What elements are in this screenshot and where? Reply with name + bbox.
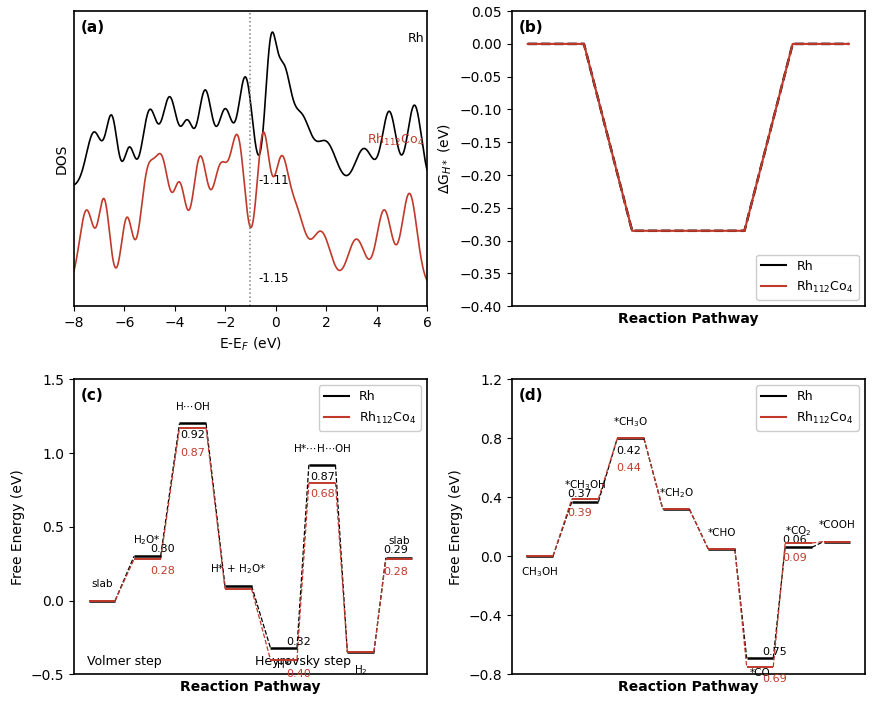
Text: 0.68: 0.68 xyxy=(310,489,335,499)
Text: 0.28: 0.28 xyxy=(384,568,408,577)
Text: *CH$_3$O: *CH$_3$O xyxy=(613,415,648,429)
Text: (b): (b) xyxy=(519,20,543,35)
Text: Rh$_{112}$Co$_4$: Rh$_{112}$Co$_4$ xyxy=(367,132,425,148)
Text: H$_2$: H$_2$ xyxy=(354,663,368,677)
Text: 0.40: 0.40 xyxy=(286,669,311,680)
Text: Rh: Rh xyxy=(408,32,425,45)
X-axis label: E-E$_F$ (eV): E-E$_F$ (eV) xyxy=(219,336,282,353)
Text: 0.06: 0.06 xyxy=(783,535,808,545)
X-axis label: Reaction Pathway: Reaction Pathway xyxy=(180,680,321,694)
Text: 0.92: 0.92 xyxy=(180,430,205,440)
Text: 0.32: 0.32 xyxy=(286,637,311,646)
Text: H$\cdots$OH: H$\cdots$OH xyxy=(175,400,210,412)
Y-axis label: Free Energy (eV): Free Energy (eV) xyxy=(449,469,463,584)
Text: slab: slab xyxy=(91,580,113,589)
Text: *CO: *CO xyxy=(750,668,770,678)
Text: *CO$_2$: *CO$_2$ xyxy=(785,524,812,538)
Text: *CH$_2$O: *CH$_2$O xyxy=(659,486,694,500)
Text: 0.28: 0.28 xyxy=(150,566,174,576)
Text: (a): (a) xyxy=(81,20,105,35)
Text: H* + H$_2$O*: H* + H$_2$O* xyxy=(210,563,266,576)
Text: 0.30: 0.30 xyxy=(150,544,174,554)
Text: (d): (d) xyxy=(519,388,543,403)
Text: CH$_3$OH: CH$_3$OH xyxy=(521,565,558,580)
Text: -1.15: -1.15 xyxy=(258,272,288,285)
Text: 0.37: 0.37 xyxy=(568,489,592,499)
Text: 0.42: 0.42 xyxy=(617,446,641,456)
Text: H*$\cdots$H$\cdots$OH: H*$\cdots$H$\cdots$OH xyxy=(293,441,351,453)
Text: *CHO: *CHO xyxy=(707,527,736,538)
Text: 0.87: 0.87 xyxy=(180,448,205,458)
Legend: Rh, Rh$_{112}$Co$_4$: Rh, Rh$_{112}$Co$_4$ xyxy=(756,255,858,300)
X-axis label: Reaction Pathway: Reaction Pathway xyxy=(618,680,759,694)
Text: slab: slab xyxy=(388,537,410,546)
Legend: Rh, Rh$_{112}$Co$_4$: Rh, Rh$_{112}$Co$_4$ xyxy=(319,386,420,431)
Text: (c): (c) xyxy=(81,388,103,403)
Text: Volmer step: Volmer step xyxy=(88,656,162,668)
Text: H*: H* xyxy=(278,661,290,670)
Text: 0.44: 0.44 xyxy=(617,462,641,473)
Text: Heyrovsky step: Heyrovsky step xyxy=(255,656,351,668)
Y-axis label: Free Energy (eV): Free Energy (eV) xyxy=(11,469,25,584)
Text: 0.75: 0.75 xyxy=(762,647,788,657)
Text: 0.39: 0.39 xyxy=(568,508,592,518)
Text: *CH$_3$OH: *CH$_3$OH xyxy=(564,479,606,492)
Text: 0.69: 0.69 xyxy=(762,674,788,684)
X-axis label: Reaction Pathway: Reaction Pathway xyxy=(618,312,759,326)
Text: 0.09: 0.09 xyxy=(783,553,808,563)
Y-axis label: DOS: DOS xyxy=(54,144,68,174)
Text: 0.87: 0.87 xyxy=(310,472,335,482)
Text: *COOH: *COOH xyxy=(818,520,855,530)
Y-axis label: $\Delta$G$_{H*}$ (eV): $\Delta$G$_{H*}$ (eV) xyxy=(436,123,454,194)
Text: -1.11: -1.11 xyxy=(258,173,289,187)
Text: H$_2$O*: H$_2$O* xyxy=(133,533,161,547)
Legend: Rh, Rh$_{112}$Co$_4$: Rh, Rh$_{112}$Co$_4$ xyxy=(756,386,858,431)
Text: 0.29: 0.29 xyxy=(384,546,408,556)
